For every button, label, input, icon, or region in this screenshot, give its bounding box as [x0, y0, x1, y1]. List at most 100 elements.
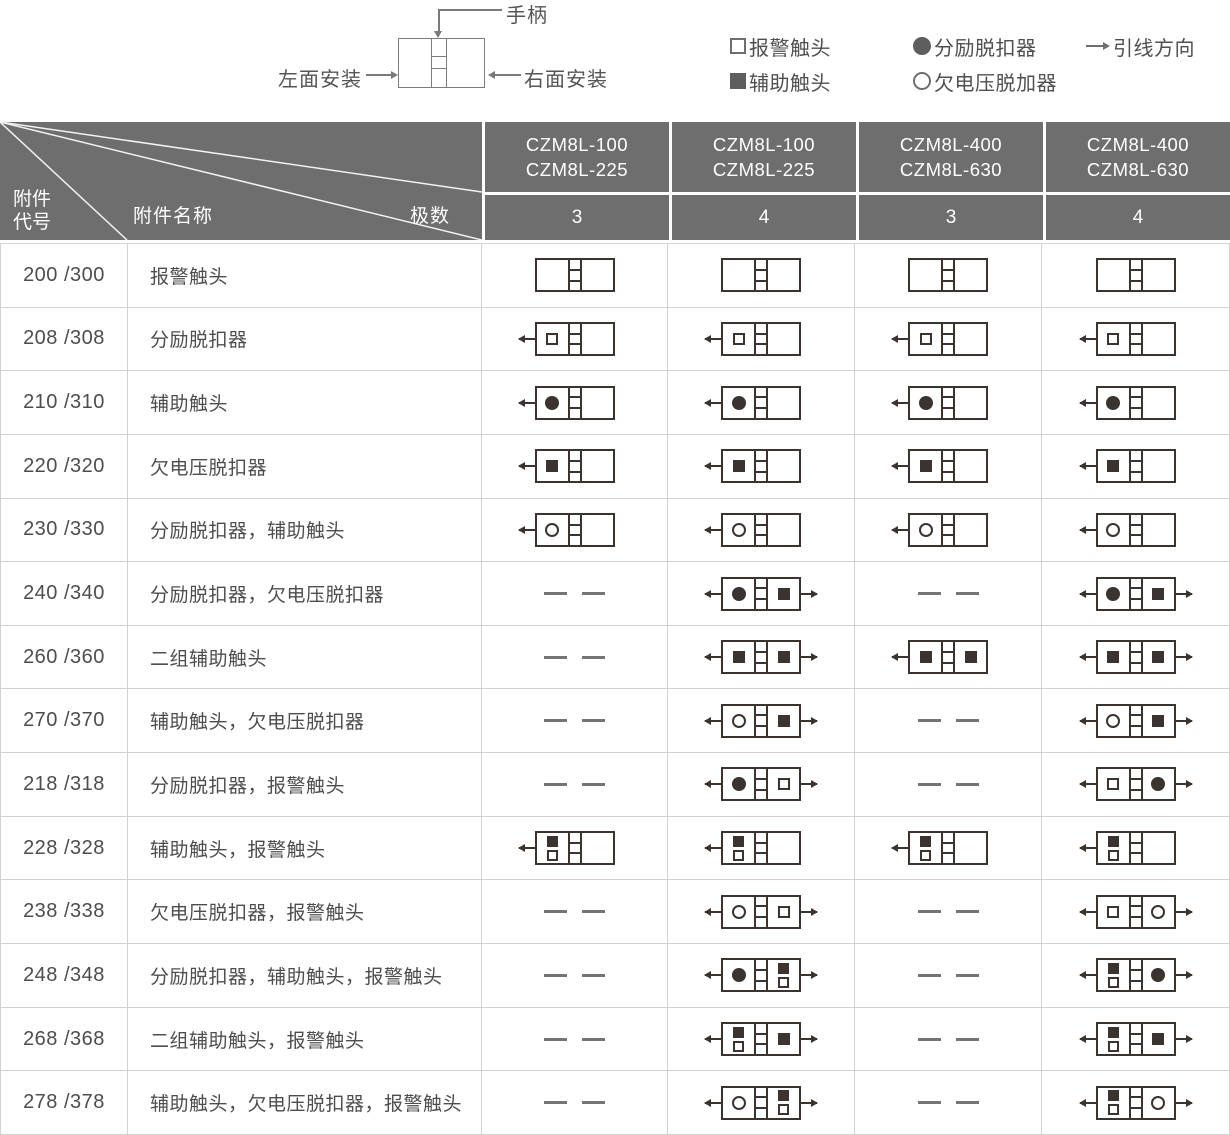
auxiliary-contact-icon [778, 962, 789, 974]
symbol-cell [668, 753, 855, 816]
breaker-section [537, 324, 568, 354]
breaker-outline [1095, 1022, 1176, 1056]
breaker-section [1098, 388, 1129, 418]
accessory-name-cell: 辅助触头 [128, 371, 482, 434]
breaker-icon [704, 958, 818, 993]
mount-right-section [447, 39, 484, 87]
column-header: CZM8L-400 CZM8L-630 3 [859, 122, 1043, 240]
breaker-icon [1078, 831, 1176, 866]
table-row: 248 /348 分励脱扣器，辅助触头，报警触头 [1, 943, 1229, 1007]
breaker-icon [704, 703, 818, 738]
breaker-outline [1095, 449, 1176, 484]
accessory-code-cell: 200 /300 [1, 244, 128, 307]
symbol-cell [668, 625, 855, 689]
breaker-section [955, 833, 986, 863]
model-label: CZM8L-225 [712, 159, 816, 180]
symbol-cell [668, 434, 855, 498]
breaker-icon [517, 512, 615, 547]
symbol-cell [855, 944, 1042, 1007]
breaker-outline [908, 321, 988, 356]
breaker-section [1143, 1024, 1174, 1054]
legend-label: 报警触头 [749, 37, 831, 60]
left-lead-arrow-icon [1078, 1035, 1096, 1044]
model-label: CZM8L-225 [525, 159, 629, 180]
table-body: 200 /300 报警触头 208 /308 分励脱扣器 210 /310 辅助触头 220… [0, 243, 1230, 1135]
symbol-cell [1042, 880, 1229, 943]
breaker-section [910, 451, 941, 481]
left-lead-arrow-icon [704, 1098, 721, 1107]
left-lead-arrow-icon [517, 398, 535, 407]
breaker-mount-diagram [398, 38, 485, 88]
breaker-icon [1078, 958, 1193, 993]
table-row: 230 /330 分励脱扣器，辅助触头 [1, 497, 1229, 562]
breaker-icon [704, 1022, 818, 1056]
symbol-cell [668, 1007, 855, 1071]
breaker-icon [1078, 767, 1193, 802]
handle-slot [567, 260, 582, 291]
legend-label: 分励脱扣器 [934, 37, 1037, 60]
accessory-name-cell: 辅助触头，欠电压脱扣器，报警触头 [128, 1071, 482, 1134]
right-lead-arrow-icon [801, 589, 818, 598]
alarm-contact-icon [1107, 1104, 1119, 1116]
auxiliary-contact-icon [1107, 1026, 1119, 1038]
breaker-outline [721, 767, 801, 802]
left-lead-arrow-icon [891, 525, 908, 534]
breaker-icon [1078, 1022, 1193, 1056]
alarm-contact-icon [546, 332, 558, 345]
handle-slot [567, 451, 582, 482]
handle-slot [941, 642, 955, 673]
breaker-outline [1095, 385, 1176, 420]
breaker-icon [704, 449, 801, 484]
breaker-outline [1095, 576, 1176, 611]
breaker-section [723, 1088, 754, 1118]
accessory-code-cell: 278 /378 [1, 1071, 128, 1134]
model-labels: CZM8L-400 CZM8L-630 [1046, 122, 1230, 192]
auxiliary-contact-icon [733, 835, 744, 847]
breaker-outline [534, 831, 615, 866]
left-lead-arrow-icon [1078, 398, 1096, 407]
accessory-name-cell: 二组辅助触头，报警触头 [128, 1007, 482, 1071]
legend-item: 欠电压脱加器 [913, 68, 1057, 95]
symbol-cell [1042, 1071, 1229, 1134]
shunt-release-icon [731, 968, 746, 983]
symbol-cell [482, 498, 668, 562]
breaker-section [768, 960, 799, 990]
symbol-cell [668, 307, 855, 371]
breaker-outline [721, 894, 801, 929]
handle-slot [941, 387, 955, 418]
breaker-outline [721, 1085, 801, 1120]
accessory-name-cell: 分励脱扣器 [128, 307, 482, 371]
auxiliary-contact-icon [964, 651, 977, 664]
symbol-cell [1042, 1008, 1229, 1071]
left-lead-arrow-icon [1078, 1098, 1096, 1107]
breaker-section [723, 642, 754, 672]
breaker-section [1098, 579, 1129, 609]
right-mount-arrow-icon [488, 70, 495, 79]
auxiliary-contact-icon [1152, 587, 1164, 600]
undervoltage-release-icon [731, 713, 746, 728]
breaker-section [1143, 324, 1174, 354]
handle-slot [754, 642, 768, 673]
table-row: 278 /378 辅助触头，欠电压脱扣器，报警触头 [1, 1070, 1229, 1134]
auxiliary-contact-icon [777, 714, 790, 727]
breaker-section [723, 579, 754, 609]
symbol-cell [668, 562, 855, 625]
breaker-outline [534, 449, 615, 484]
left-lead-arrow-icon [1078, 971, 1096, 980]
breaker-section [1143, 706, 1174, 736]
symbol-cell [482, 753, 668, 816]
symbol-cell [482, 307, 668, 371]
alarm-contact-icon [919, 332, 932, 345]
breaker-icon [704, 321, 801, 356]
symbol-cell [482, 244, 668, 307]
symbol-cell [855, 625, 1042, 689]
handle-slot [1128, 451, 1143, 482]
symbol-cell [482, 562, 668, 625]
left-lead-arrow-icon [1078, 716, 1096, 725]
breaker-section [723, 897, 754, 927]
handle-slot [1128, 260, 1143, 291]
handle-slot [1128, 578, 1143, 609]
auxiliary-contact-icon [1107, 835, 1119, 847]
not-available-dash [917, 782, 979, 786]
breaker-outline [1095, 321, 1176, 356]
